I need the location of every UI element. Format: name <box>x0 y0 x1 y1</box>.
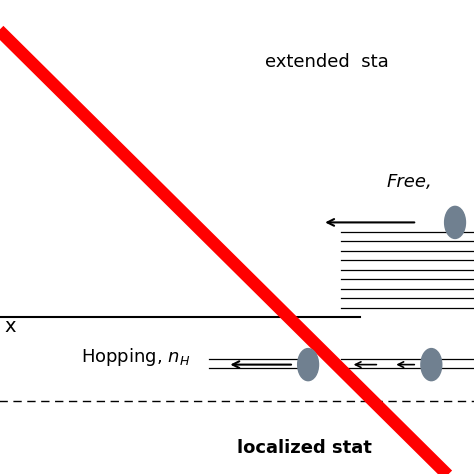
Circle shape <box>445 206 465 238</box>
Circle shape <box>421 348 442 381</box>
Text: Free,: Free, <box>386 173 432 191</box>
Text: x: x <box>5 317 16 336</box>
Text: localized stat: localized stat <box>237 439 372 457</box>
Text: extended  sta: extended sta <box>265 53 389 71</box>
Circle shape <box>298 348 319 381</box>
Text: Hopping, $\mathit{n}_{H}$: Hopping, $\mathit{n}_{H}$ <box>81 346 190 368</box>
